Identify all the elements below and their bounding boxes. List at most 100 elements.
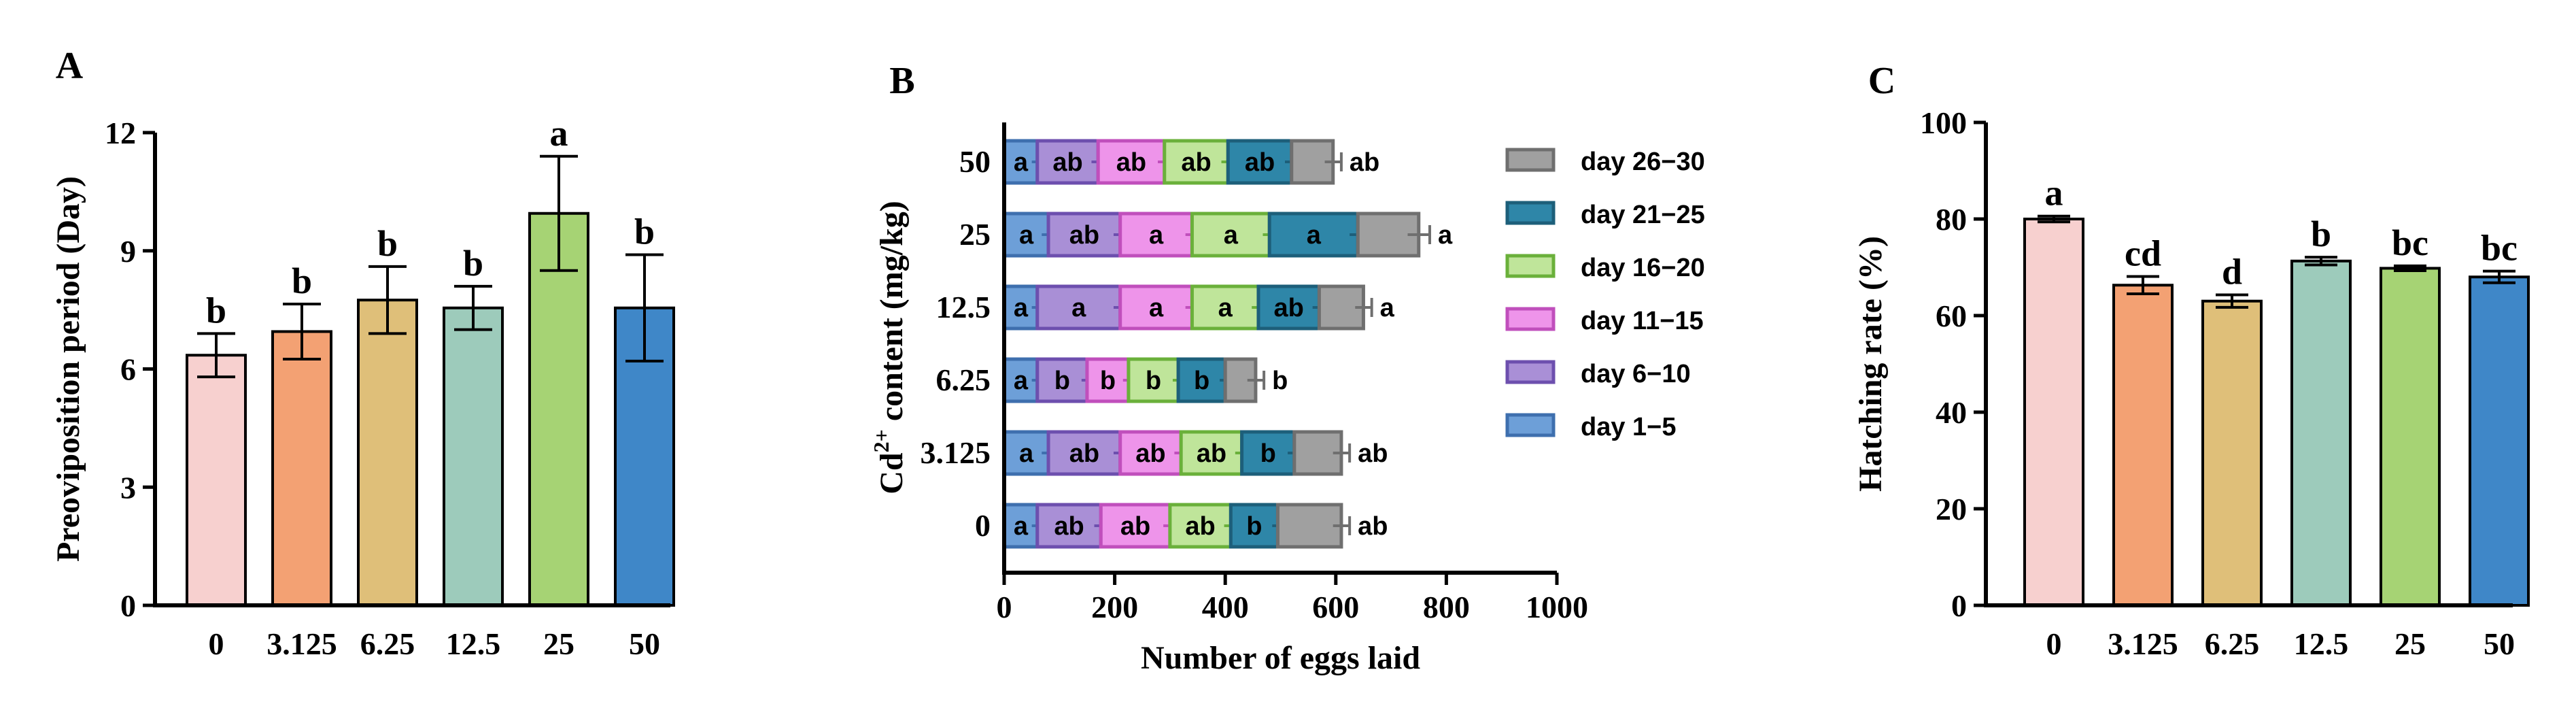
stacked-segment [1035,139,1100,185]
x-tick-label: 0 [209,626,224,661]
segment-significance-label: ab [1069,439,1099,468]
y-tick-label: 20 [1936,492,1967,526]
x-tick-label: 50 [2484,626,2515,661]
segment-significance-label: a [1014,512,1029,541]
segment-significance-label: ab [1350,148,1379,177]
bar-25 [528,212,589,607]
y-tick-label: 0 [120,588,136,623]
legend-swatch [1505,201,1556,225]
y-axis-title: Hatching rate (%) [1853,236,1889,492]
segment-significance-label: b [1246,512,1262,541]
y-axis-title: Cd2+ content (mg/kg) [869,201,910,494]
legend-label: day 11−15 [1581,307,1704,335]
stacked-segment [1176,357,1227,403]
significance-label: b [206,290,226,331]
segment-significance-label: ab [1135,439,1165,468]
stacked-segment [1179,430,1244,476]
x-tick-label: 50 [629,626,660,661]
segment-significance-label: b [1272,367,1288,395]
segment-significance-label: a [1224,221,1239,250]
y-tick-label: 100 [1920,105,1967,140]
y-tick-label: 6.25 [936,363,991,397]
segment-significance-label: a [1307,221,1322,250]
segment-significance-label: a [1019,221,1034,250]
significance-label: b [463,243,483,284]
bar-0 [2023,218,2084,607]
stacked-segment [1046,430,1122,476]
stacked-segment [1035,357,1089,403]
y-tick-label: 12 [105,116,136,150]
stacked-segment [1035,503,1103,549]
significance-label: b [292,260,312,301]
stacked-segment [1127,357,1180,403]
y-axis-title-superscript: 2+ [869,429,893,452]
segment-significance-label: ab [1120,512,1150,541]
y-tick-label: 50 [959,144,991,179]
stacked-segment [1229,503,1280,549]
stacked-segment [1002,430,1050,476]
legend-label: day 26−30 [1581,148,1705,176]
y-tick-label: 25 [959,217,991,252]
segment-significance-label: a [1149,294,1164,322]
x-tick-label: 12.5 [446,626,501,661]
segment-significance-label: ab [1069,221,1099,250]
stacked-segment [1118,284,1194,331]
y-axis-title: Preoviposition period (Day) [50,176,86,562]
panel-label-A: A [56,45,84,87]
significance-label: b [634,212,655,252]
segment-significance-label: a [1438,221,1453,250]
bar-25 [2380,267,2441,607]
segment-significance-label: a [1014,294,1029,322]
segment-significance-label: ab [1245,148,1275,177]
x-axis-title: Number of eggs laid [1141,640,1420,676]
segment-significance-label: a [1380,294,1395,322]
segment-significance-label: ab [1116,148,1146,177]
x-tick-label: 6.25 [2205,626,2260,661]
stacked-segment [1168,503,1233,549]
segment-significance-label: ab [1358,512,1388,541]
segment-significance-label: b [1100,367,1116,395]
x-tick-label: 800 [1423,590,1470,624]
bar-0 [186,354,247,607]
legend-swatch [1505,254,1556,278]
panel-label-C: C [1868,60,1895,102]
bar-12.5 [2290,259,2352,607]
stacked-segment [1190,284,1260,331]
segment-significance-label: ab [1185,512,1215,541]
significance-label: a [550,113,568,154]
segment-significance-label: ab [1181,148,1211,177]
bar-6.25 [2201,299,2263,607]
legend-swatch [1505,307,1556,331]
stacked-segment [1096,139,1167,185]
y-tick-label: 3.125 [921,435,991,470]
stacked-segment [1240,430,1296,476]
x-tick-label: 400 [1202,590,1249,624]
stacked-segment [1099,503,1172,549]
x-tick-label: 3.125 [2108,626,2178,661]
y-tick-label: 3 [120,470,136,505]
y-tick-label: 0 [1951,588,1967,623]
y-tick-label: 40 [1936,395,1967,430]
legend-label: day 1−5 [1581,413,1677,441]
segment-significance-label: ab [1274,294,1304,322]
segment-significance-label: a [1014,148,1029,177]
x-tick-label: 12.5 [2294,626,2349,661]
panel-label-B: B [889,60,914,102]
x-tick-label: 200 [1091,590,1138,624]
significance-label: d [2222,251,2242,292]
segment-significance-label: b [1146,367,1161,395]
segment-significance-label: a [1014,367,1029,395]
segment-significance-label: b [1260,439,1276,468]
stacked-segment [1267,212,1360,258]
bar-12.5 [443,306,504,607]
legend-label: day 21−25 [1581,201,1705,229]
bar-3.125 [2112,284,2174,607]
legend-label: day 6−10 [1581,360,1691,388]
y-tick-label: 60 [1936,299,1967,333]
y-tick-label: 6 [120,352,136,387]
segment-significance-label: ab [1358,439,1388,468]
x-tick-label: 600 [1312,590,1359,624]
x-tick-label: 25 [2394,626,2426,661]
stacked-segment [1002,139,1040,185]
